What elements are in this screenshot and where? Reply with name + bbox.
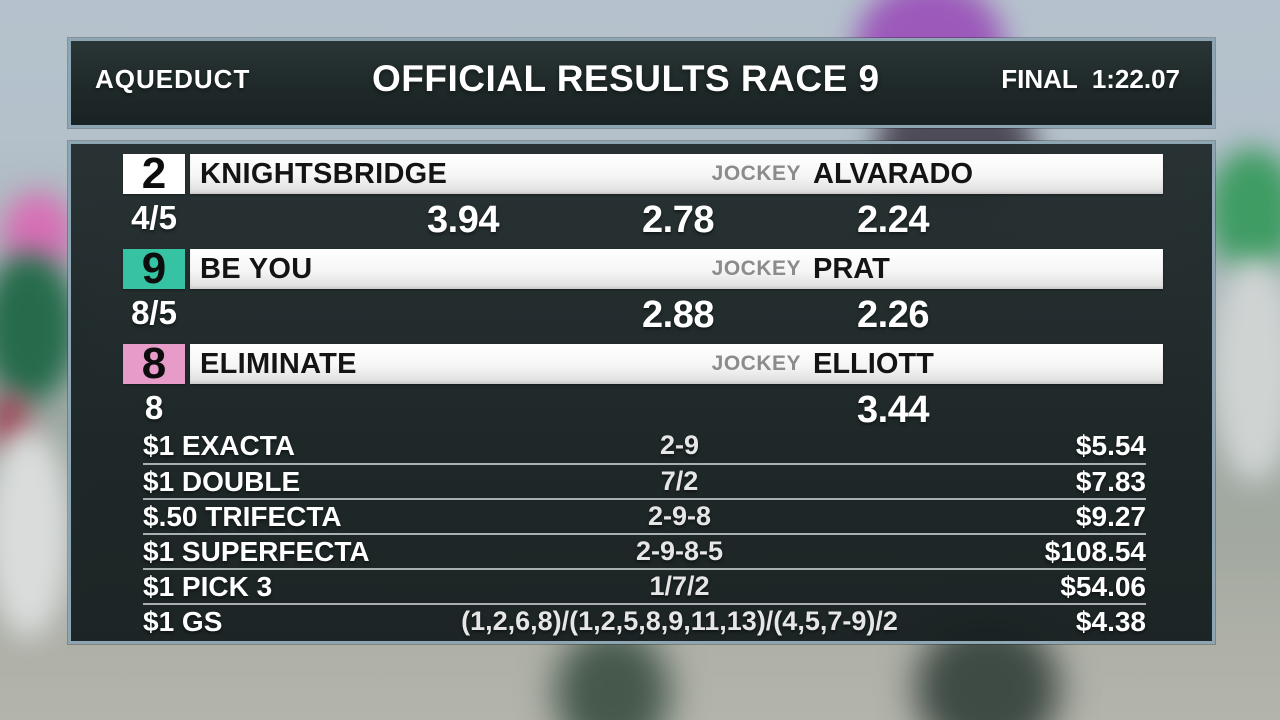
- odds-value: 8/5: [131, 294, 177, 331]
- show-payout: 2.26: [857, 294, 929, 336]
- jockey-label: JOCKEY: [711, 352, 801, 375]
- right-green-silks-blob: [1208, 148, 1280, 273]
- odds-value: 4/5: [131, 199, 177, 236]
- bet-combination: 2-9: [659, 430, 700, 460]
- bet-payout: $9.27: [1075, 500, 1146, 532]
- bet-combination: 2-9-8-5: [635, 536, 724, 566]
- program-number-box: 9: [123, 249, 185, 289]
- jockey-name: PRAT: [813, 252, 890, 285]
- bet-combination: 2-9-8: [647, 501, 712, 531]
- bet-combination: 1/7/2: [649, 571, 710, 601]
- horse-name: ELIMINATE: [200, 347, 357, 380]
- bet-combination: 7/2: [660, 466, 699, 496]
- bet-payout: $5.54: [1075, 429, 1146, 461]
- bet-name: $1 SUPERFECTA: [143, 535, 370, 567]
- jockey-name: ALVARADO: [813, 157, 974, 190]
- bet-payout: $7.83: [1075, 465, 1146, 497]
- place-payout: 2.88: [642, 294, 714, 336]
- show-payout: 3.44: [857, 389, 929, 431]
- horse-row: BE YOU JOCKEY PRAT: [190, 249, 1163, 289]
- program-number-box: 2: [123, 154, 185, 194]
- bet-combination: (1,2,6,8)/(1,2,5,8,9,11,13)/(4,5,7-9)/2: [461, 606, 898, 636]
- final-time: FINAL 1:22.07: [1001, 64, 1180, 95]
- right-horse-blob: [1212, 258, 1280, 483]
- horse-name: KNIGHTSBRIDGE: [200, 157, 448, 190]
- bet-payout: $54.06: [1060, 570, 1146, 602]
- jockey-name: ELLIOTT: [813, 347, 934, 380]
- place-payout: 2.78: [642, 199, 714, 241]
- jockey-label: JOCKEY: [711, 162, 801, 185]
- final-time-value: 1:22.07: [1091, 63, 1180, 94]
- wager-row: $1 DOUBLE 7/2 $7.83: [143, 463, 1146, 498]
- wager-row: $1 SUPERFECTA 2-9-8-5 $108.54: [143, 533, 1146, 568]
- program-number-box: 8: [123, 344, 185, 384]
- wager-row: $.50 TRIFECTA 2-9-8 $9.27: [143, 498, 1146, 533]
- exotic-wagers-table: $1 EXACTA 2-9 $5.54 $1 DOUBLE 7/2 $7.83 …: [143, 428, 1146, 638]
- track-name: AQUEDUCT: [95, 63, 251, 94]
- odds-value: 8: [144, 389, 164, 426]
- header-bar: AQUEDUCT OFFICIAL RESULTS RACE 9 FINAL 1:…: [68, 38, 1215, 128]
- bet-name: $1 EXACTA: [143, 429, 295, 461]
- left-green-silks-blob: [0, 252, 77, 402]
- wager-row: $1 PICK 3 1/7/2 $54.06: [143, 568, 1146, 603]
- horse-row: KNIGHTSBRIDGE JOCKEY ALVARADO: [190, 154, 1163, 194]
- bet-name: $1 GS: [143, 605, 223, 637]
- wager-row: $1 EXACTA 2-9 $5.54: [143, 428, 1146, 463]
- wager-row: $1 GS (1,2,6,8)/(1,2,5,8,9,11,13)/(4,5,7…: [143, 603, 1146, 638]
- horse-row: ELIMINATE JOCKEY ELLIOTT: [190, 344, 1163, 384]
- final-label: FINAL: [1001, 63, 1078, 94]
- bet-name: $1 DOUBLE: [143, 465, 301, 497]
- win-payout: 3.94: [427, 199, 499, 241]
- jockey-label: JOCKEY: [711, 257, 801, 280]
- results-panel: 2 KNIGHTSBRIDGE JOCKEY ALVARADO 4/5 3.94…: [68, 141, 1215, 644]
- bet-name: $.50 TRIFECTA: [143, 500, 342, 532]
- bet-payout: $108.54: [1044, 535, 1146, 567]
- bet-name: $1 PICK 3: [143, 570, 273, 602]
- horse-name: BE YOU: [200, 252, 313, 285]
- left-horse-blob: [0, 428, 71, 638]
- bet-payout: $4.38: [1075, 605, 1146, 637]
- show-payout: 2.24: [857, 199, 929, 241]
- results-title: OFFICIAL RESULTS RACE 9: [372, 58, 880, 99]
